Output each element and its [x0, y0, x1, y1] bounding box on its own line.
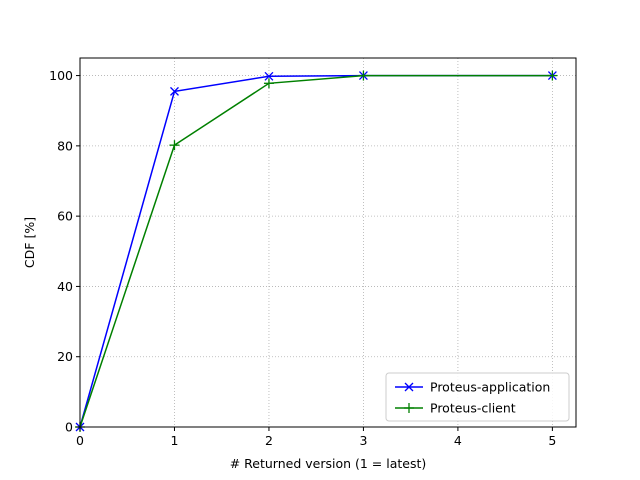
legend-item: Proteus-client: [395, 401, 516, 416]
series-layer: [75, 70, 558, 432]
plot-frame: [79, 57, 577, 428]
x-tick-label: 5: [548, 433, 556, 448]
x-tick-label: 3: [359, 433, 367, 448]
data-point: [263, 78, 274, 89]
x-axis-label: # Returned version (1 = latest): [230, 456, 427, 471]
y-tick-label: 60: [57, 209, 73, 224]
x-tick-label: 0: [76, 433, 84, 448]
data-point-marker-b: [264, 71, 274, 81]
data-point-marker-b: [170, 86, 179, 96]
y-axis-label: CDF [%]: [22, 217, 37, 268]
y-tick-label: 0: [65, 420, 73, 435]
data-point: [358, 70, 369, 81]
data-point: [170, 86, 179, 96]
x-tick-label: 4: [454, 433, 462, 448]
legend-marker-b: [404, 382, 414, 392]
y-tick-label: 80: [57, 138, 73, 153]
x-tick-label: 1: [170, 433, 178, 448]
data-point: [169, 140, 180, 151]
ticks: 0 1 2 3 4 5 0 20 40 60 80 100: [49, 68, 556, 448]
legend-label: Proteus-client: [430, 401, 516, 416]
data-point: [547, 70, 558, 81]
legend: Proteus-application Proteus-client: [385, 372, 570, 422]
data-point: [264, 71, 274, 81]
legend-item: Proteus-application: [395, 380, 550, 395]
y-tick-label: 40: [57, 279, 73, 294]
x-tick-label: 2: [265, 433, 273, 448]
y-tick-label: 20: [57, 349, 73, 364]
legend-label: Proteus-application: [430, 380, 550, 395]
legend-box: [385, 372, 570, 422]
y-tick-label: 100: [49, 68, 73, 83]
